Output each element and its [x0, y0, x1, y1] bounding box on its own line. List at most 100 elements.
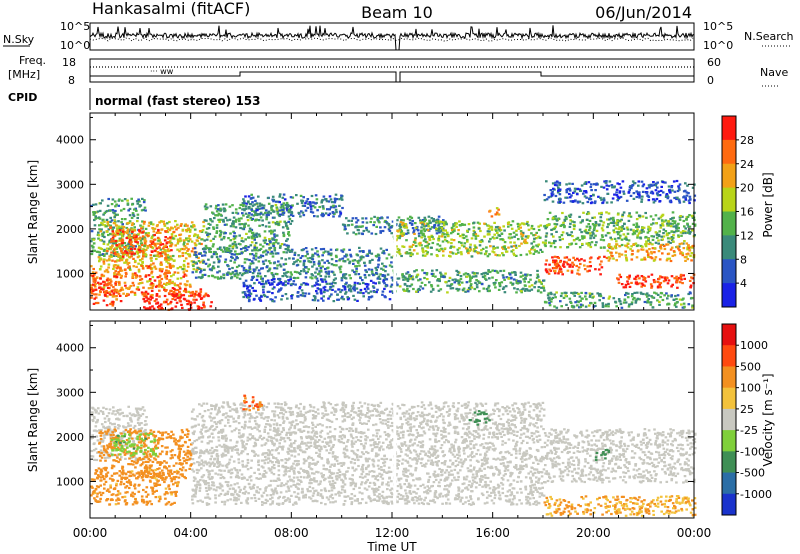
data-cell	[379, 247, 383, 250]
data-cell	[127, 287, 130, 290]
data-cell	[188, 255, 192, 258]
data-cell	[244, 195, 247, 198]
data-cell	[406, 232, 410, 235]
data-cell	[202, 225, 206, 228]
data-cell	[285, 201, 289, 205]
data-cell	[659, 286, 662, 289]
data-cell	[491, 276, 494, 279]
data-cell	[176, 238, 180, 241]
data-cell	[443, 233, 446, 236]
data-cell	[203, 250, 206, 253]
data-cell	[331, 281, 335, 284]
data-cell	[368, 261, 372, 264]
data-cell	[396, 247, 400, 251]
data-cell	[682, 274, 685, 277]
data-cell	[316, 209, 319, 212]
data-cell	[315, 268, 319, 271]
data-cell	[306, 283, 310, 286]
data-cell	[160, 277, 164, 281]
data-cell	[647, 199, 651, 202]
data-cell	[256, 249, 260, 252]
data-cell	[635, 211, 639, 214]
data-cell	[257, 260, 261, 263]
data-cell	[279, 281, 283, 284]
data-cell	[628, 188, 631, 191]
data-cell	[449, 232, 453, 235]
data-cell	[457, 241, 461, 244]
data-cell	[126, 222, 130, 225]
data-cell	[274, 223, 278, 226]
data-cell	[254, 289, 257, 292]
data-cell	[598, 223, 601, 226]
data-cell	[426, 278, 429, 281]
data-cell	[382, 268, 385, 271]
data-cell	[168, 282, 171, 286]
data-cell	[112, 226, 116, 229]
data-cell	[590, 234, 594, 237]
data-cell	[135, 265, 138, 268]
data-cell	[665, 232, 669, 235]
data-cell	[624, 237, 628, 240]
data-cell	[611, 218, 615, 221]
data-cell	[319, 289, 323, 292]
data-cell	[200, 230, 204, 233]
data-cell	[408, 221, 412, 225]
data-cell	[179, 282, 182, 285]
data-cell	[162, 247, 165, 250]
data-cell	[131, 273, 135, 276]
data-cell	[92, 211, 95, 214]
data-cell	[112, 238, 115, 241]
data-cell	[463, 245, 466, 248]
data-cell	[439, 230, 443, 233]
data-cell	[168, 229, 172, 232]
data-cell	[272, 244, 275, 247]
data-cell	[185, 238, 188, 241]
data-cell	[232, 243, 236, 247]
data-cell	[558, 197, 562, 200]
data-cell	[411, 278, 415, 281]
data-cell	[242, 295, 245, 299]
data-cell	[634, 299, 638, 303]
data-cell	[169, 289, 172, 292]
data-cell	[90, 265, 93, 268]
data-cell	[578, 200, 582, 203]
data-cell	[498, 282, 501, 285]
data-cell	[238, 252, 241, 255]
data-cell	[659, 281, 663, 285]
data-cell	[157, 307, 161, 310]
data-cell	[664, 195, 668, 198]
data-cell	[149, 294, 153, 297]
data-cell	[648, 228, 652, 231]
data-cell	[242, 246, 245, 250]
data-cell	[327, 272, 330, 275]
data-cell	[590, 201, 594, 204]
data-cell	[403, 289, 406, 292]
data-cell	[409, 215, 412, 218]
data-cell	[522, 223, 526, 226]
data-cell	[454, 278, 457, 281]
data-cell	[187, 290, 191, 293]
data-cell	[686, 184, 689, 187]
data-cell	[348, 262, 351, 265]
data-cell	[212, 243, 215, 246]
data-cell	[244, 238, 247, 241]
data-cell	[97, 256, 101, 259]
data-cell	[289, 222, 292, 225]
data-cell	[155, 294, 159, 297]
data-cell	[330, 258, 334, 261]
data-cell	[165, 301, 168, 304]
data-cell	[105, 289, 108, 293]
data-cell	[669, 248, 673, 251]
data-cell	[316, 250, 319, 253]
data-cell	[637, 180, 641, 183]
data-cell	[235, 218, 238, 221]
data-cell	[224, 232, 227, 235]
data-cell	[252, 268, 256, 271]
data-cell	[178, 285, 181, 288]
data-cell	[537, 286, 541, 289]
data-cell	[558, 181, 562, 185]
data-cell	[92, 238, 96, 241]
data-cell	[635, 190, 638, 193]
data-cell	[163, 258, 167, 261]
data-cell	[594, 200, 597, 203]
